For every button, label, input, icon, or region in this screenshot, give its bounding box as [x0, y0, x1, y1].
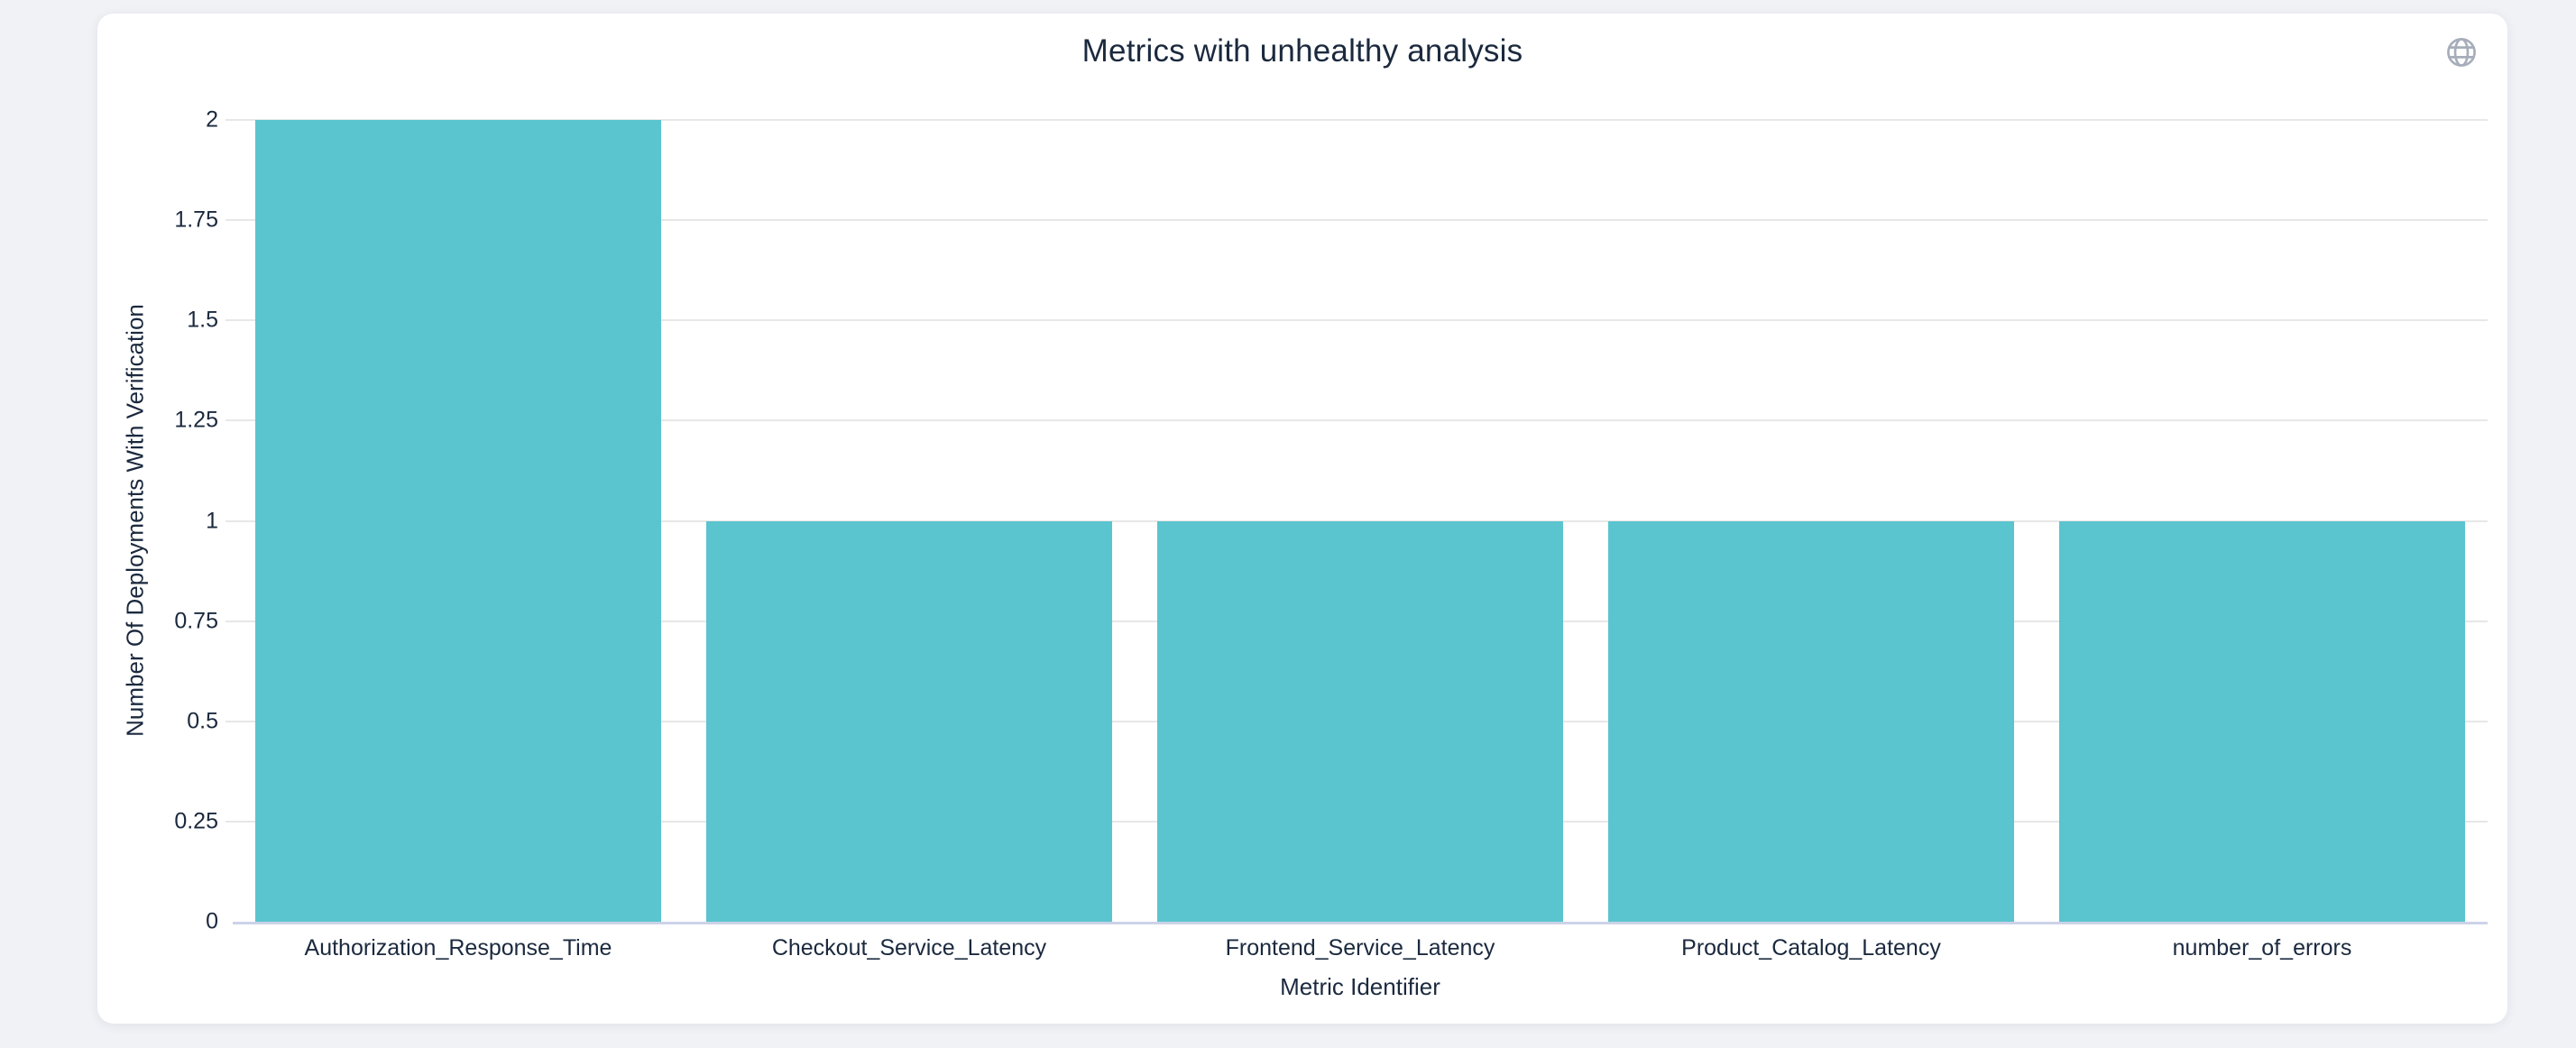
- x-axis-tick-labels: Authorization_Response_Time Checkout_Serv…: [233, 935, 2488, 961]
- gridline: [225, 119, 2488, 121]
- x-tick-label: Frontend_Service_Latency: [1225, 935, 1495, 961]
- y-tick-label: 0.5: [187, 708, 218, 734]
- bar-Checkout_Service_Latency[interactable]: [706, 520, 1112, 922]
- gridline: [225, 219, 2488, 222]
- plot-area[interactable]: 0 0.25 0.5 0.75 1 1.25 1.5 1.75 2: [174, 108, 2488, 933]
- y-tick-label: 0.75: [174, 608, 218, 634]
- bar-Frontend_Service_Latency[interactable]: [1157, 520, 1563, 922]
- y-tick-label: 1: [206, 508, 218, 533]
- x-axis-line: [233, 922, 2488, 924]
- y-tick-label: 1.75: [174, 207, 218, 233]
- gridline: [225, 419, 2488, 422]
- chart-title: Metrics with unhealthy analysis: [1081, 33, 1523, 69]
- bar-number_of_errors[interactable]: [2059, 520, 2465, 922]
- y-tick-label: 0.25: [174, 808, 218, 834]
- x-tick-label: Product_Catalog_Latency: [1681, 935, 1941, 961]
- x-tick-label: number_of_errors: [2172, 935, 2352, 961]
- globe-icon: [2447, 38, 2476, 67]
- y-tick-label: 0: [206, 908, 218, 934]
- bar-Product_Catalog_Latency[interactable]: [1608, 520, 2014, 922]
- y-tick-label: 2: [206, 106, 218, 133]
- x-tick-label: Authorization_Response_Time: [304, 935, 612, 961]
- y-tick-label: 1.5: [187, 307, 218, 333]
- gridline: [225, 319, 2488, 322]
- globe-button[interactable]: [2443, 33, 2480, 71]
- y-axis-title: Number Of Deployments With Verification: [121, 304, 149, 737]
- bar-Authorization_Response_Time[interactable]: [255, 120, 661, 922]
- chart-panel: Metrics with unhealthy analysis Number O…: [97, 14, 2507, 1024]
- y-tick-label: 1.25: [174, 407, 218, 433]
- x-tick-label: Checkout_Service_Latency: [771, 935, 1047, 961]
- x-axis-title: Metric Identifier: [1280, 973, 1440, 1000]
